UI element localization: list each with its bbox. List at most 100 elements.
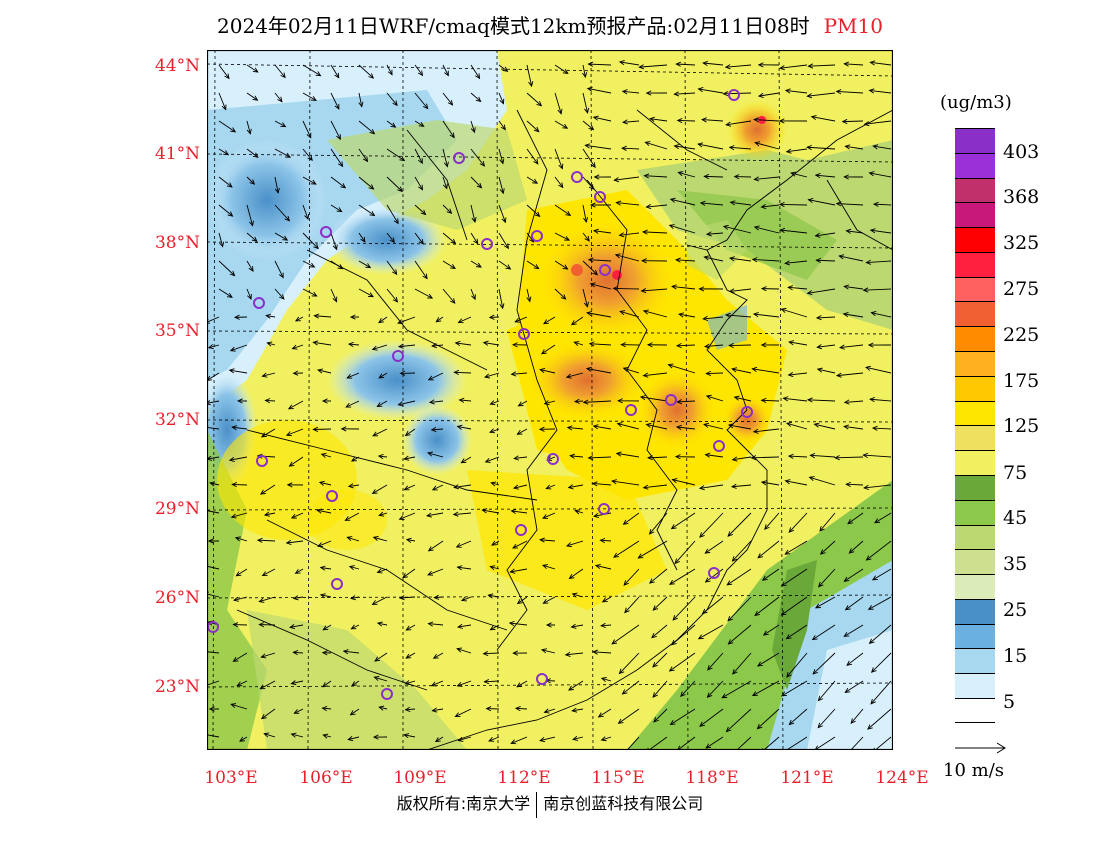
wind-arrow-head [645,422,652,428]
wind-arrow-head [503,243,509,250]
wind-arrow-head [402,573,408,579]
wind-arrow-head [418,121,425,127]
copyright: 版权所有:南京大学 南京创蓝科技有限公司 [0,790,1100,818]
wind-arrow [602,596,612,603]
wind-arrow-head [310,96,317,101]
wind-arrow-head [731,556,738,562]
legend-label-325: 325 [1003,232,1040,254]
wind-arrow-head [668,224,675,230]
wind-arrow [669,652,696,672]
lat-label-32n: 32°N [154,410,200,430]
wind-arrow [817,344,836,348]
wind-arrow-head [475,73,481,80]
wind-arrow-head [317,542,324,548]
wind-arrow [498,64,508,72]
wind-arrow-head [457,318,464,324]
wind-arrow [517,596,528,604]
wind-arrow [729,344,752,347]
wind-arrow-head [398,515,405,521]
wind-arrow [470,288,476,300]
wind-arrow [264,512,276,516]
wind-arrow [840,344,864,349]
wind-arrow-head [623,580,629,586]
wind-arrow-head [815,315,822,321]
wind-arrow-head [260,432,267,438]
wind-arrow [378,455,388,458]
wind-arrow-head [621,145,627,151]
wind-arrow-head [285,152,292,158]
wind-arrow-head [405,537,412,543]
wind-arrow [807,399,836,402]
wind-arrow-head [618,60,625,66]
wind-arrow-head [652,662,658,668]
wind-arrow-head [751,257,758,263]
wind-arrow-head [528,81,534,88]
legend-swatch [955,598,995,624]
wind-arrow [704,175,724,178]
wind-arrow [869,89,892,94]
wind-arrow-head [732,668,738,675]
wind-arrow [313,341,332,346]
wind-arrow-head [587,257,594,263]
wind-arrow [616,452,640,458]
wind-arrow-head [669,720,676,726]
wind-arrow-head [312,426,319,432]
wind-arrow-head [392,269,398,276]
wind-arrow-head [307,155,313,162]
wind-arrow-head [501,217,507,224]
legend-label-125: 125 [1003,415,1040,437]
wind-arrow [414,204,426,215]
wind-arrow [785,480,808,486]
wind-arrow [457,648,472,654]
wind-arrow-head [346,536,353,542]
wind-arrow [526,64,533,87]
wind-arrow-head [727,423,734,429]
wind-arrow [807,146,836,150]
wind-arrow-head [612,285,619,292]
wind-arrow-head [376,621,383,627]
wind-arrow-head [814,172,821,179]
wind-arrow [758,92,780,97]
wind-arrow [615,254,640,262]
wind-arrow [753,428,780,433]
wind-arrow [288,400,304,410]
wind-arrow [259,596,276,602]
wind-arrow-head [479,160,486,167]
wind-arrow-head [572,735,579,741]
wind-arrow [671,512,696,530]
wind-arrow [489,428,500,433]
wind-arrow-head [418,238,424,245]
wind-arrow-head [291,344,298,350]
wind-arrow-head [586,86,593,92]
wind-arrow-head [453,369,460,376]
wind-arrow [590,283,612,290]
wind-arrow [699,708,724,727]
wind-arrow-head [806,290,813,296]
wind-arrow-head [871,425,878,431]
wind-arrow [526,92,542,107]
wind-arrow-head [426,451,433,457]
wind-arrow-head [570,623,577,629]
wind-arrow [870,61,892,66]
legend-swatch [955,648,995,674]
wind-arrow [330,92,340,110]
legend-swatch [955,623,995,649]
wind-arrow [588,63,612,66]
wind-arrow [650,118,668,122]
wind-arrow [427,568,444,576]
wind-arrow-head [236,681,243,687]
wind-arrow-head [838,254,845,260]
wind-arrow [649,568,668,584]
wind-arrow [763,736,780,750]
wind-arrow [358,64,374,79]
wind-arrow [292,344,304,350]
wind-arrow [323,624,332,631]
wind-arrow-head [676,399,683,405]
wind-arrow-head [280,122,287,128]
wind-arrow [404,734,416,738]
wind-arrow-head [397,319,404,325]
wind-arrow [785,540,808,555]
wind-arrow [218,288,233,298]
wind-arrow-head [764,524,770,531]
wind-arrow [490,400,500,405]
